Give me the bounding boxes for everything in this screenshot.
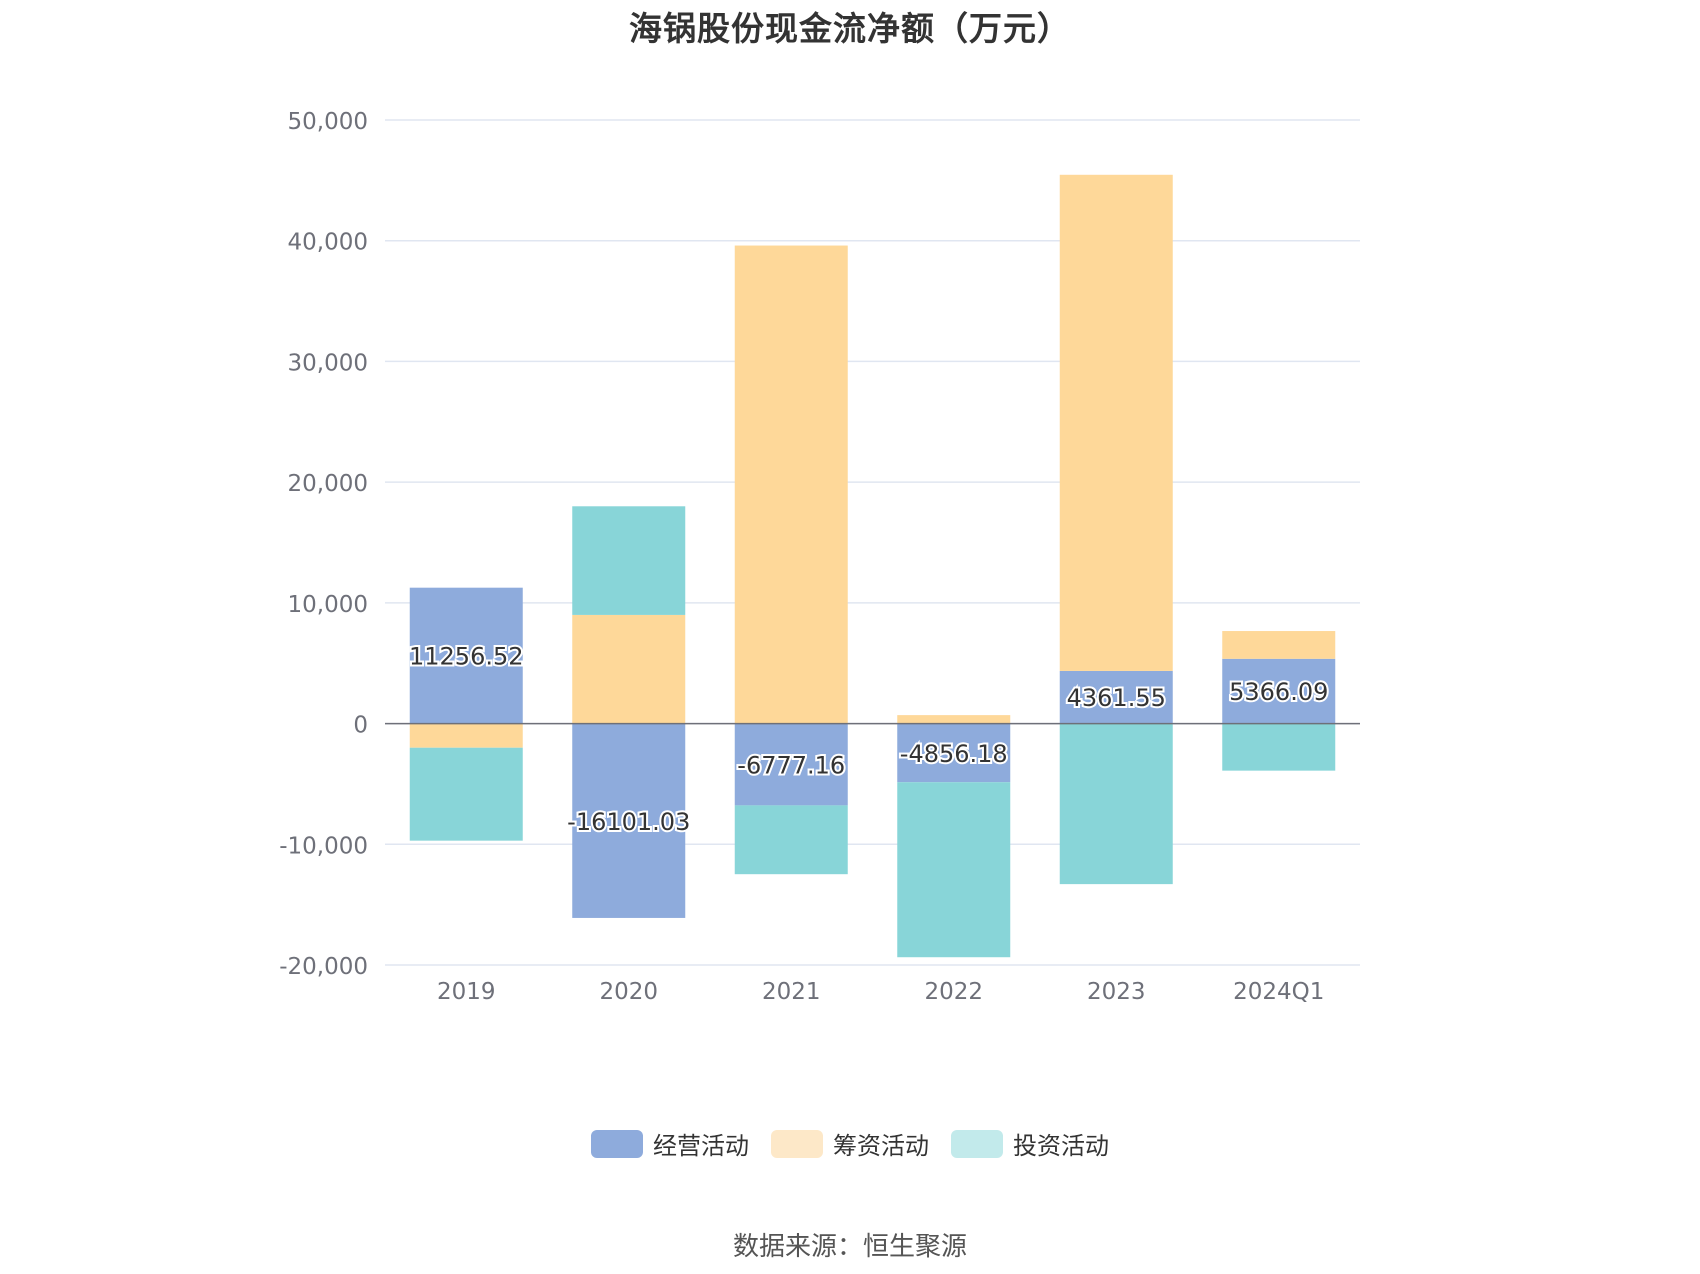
x-tick-label: 2019 (437, 979, 496, 1005)
data-label: 11256.52 (409, 643, 524, 671)
bar-segment (1222, 631, 1336, 659)
data-source-note: 数据来源：恒生聚源 (732, 1232, 967, 1262)
bar-segment (1059, 174, 1173, 671)
data-label: 5366.09 (1229, 678, 1328, 706)
x-tick-label: 2024Q1 (1233, 979, 1324, 1005)
bar-segment (409, 587, 523, 724)
legend-swatch (951, 1129, 1003, 1158)
bar-segment (409, 747, 523, 841)
legend-label: 经营活动 (653, 1132, 749, 1160)
y-tick-label: -20,000 (279, 954, 368, 980)
bar-segment (1059, 670, 1173, 724)
bar-segment (572, 506, 686, 615)
y-tick-label: 20,000 (288, 471, 368, 497)
bar-segment (572, 614, 686, 724)
data-label: -16101.03 (567, 808, 690, 836)
chart-title: 海锅股份现金流净额（万元） (629, 9, 1071, 48)
y-tick-label: 40,000 (288, 230, 368, 256)
y-tick-label: 30,000 (288, 350, 368, 376)
x-tick-label: 2023 (1087, 979, 1146, 1005)
bar-segment (1222, 723, 1336, 771)
bar-segment (897, 723, 1011, 783)
data-label: -6777.16 (737, 751, 845, 779)
bar-segment (1059, 723, 1173, 885)
y-tick-label: -10,000 (279, 833, 368, 859)
legend-item[interactable]: 筹资活动 (771, 1126, 929, 1161)
legend-item[interactable]: 投资活动 (951, 1126, 1109, 1161)
bar-segment (734, 805, 848, 875)
y-tick-label: 0 (353, 713, 368, 739)
bar-segment (572, 723, 686, 918)
bar-segment (734, 245, 848, 724)
bar-segment (897, 782, 1011, 958)
bar-segment (734, 723, 848, 806)
data-label: -4856.18 (900, 740, 1008, 768)
y-tick-label: 10,000 (288, 592, 368, 618)
x-tick-label: 2020 (599, 979, 658, 1005)
y-tick-label: 50,000 (288, 109, 368, 135)
legend-label: 筹资活动 (833, 1132, 929, 1160)
data-label: 4361.55 (1067, 684, 1166, 712)
x-tick-label: 2022 (924, 979, 983, 1005)
legend-swatch (771, 1129, 823, 1158)
chart-legend: 经营活动 筹资活动 投资活动 (0, 1126, 1700, 1161)
legend-label: 投资活动 (1013, 1132, 1109, 1160)
x-tick-label: 2021 (762, 979, 821, 1005)
legend-item[interactable]: 经营活动 (591, 1126, 749, 1161)
legend-swatch (591, 1129, 643, 1158)
bar-segment (409, 723, 523, 748)
bar-segment (897, 715, 1011, 724)
bar-segment (1222, 658, 1336, 724)
